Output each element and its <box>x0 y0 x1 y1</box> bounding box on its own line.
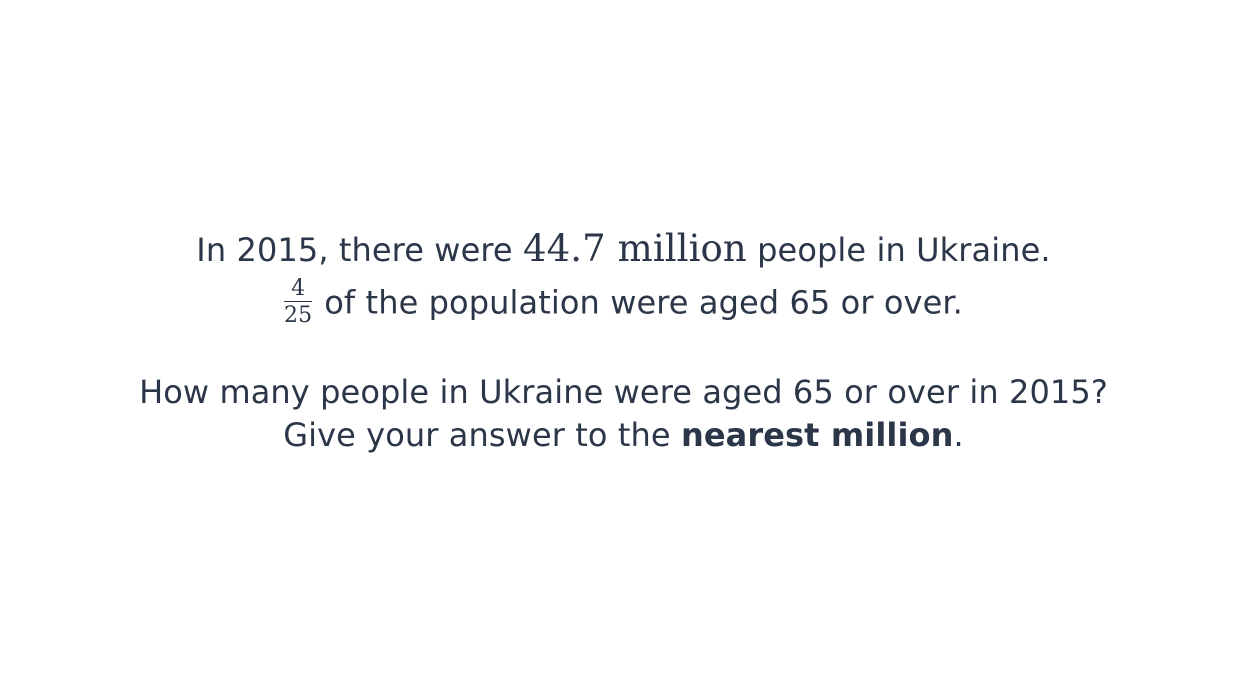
instruction-emphasis: nearest million <box>680 416 954 454</box>
fraction-denominator: 25 <box>284 303 313 328</box>
fraction: 4 25 <box>284 276 313 329</box>
statement-prefix: In 2015, there were <box>196 231 513 269</box>
instruction-prefix: Give your answer to the <box>283 416 671 454</box>
answer-instruction: Give your answer to the nearest million. <box>0 416 1247 454</box>
population-statement: In 2015, there were 44.7 million people … <box>0 227 1247 270</box>
fraction-numerator: 4 <box>284 276 313 302</box>
statement-suffix: people in Ukraine. <box>757 231 1051 269</box>
fraction-statement: 4 25 of the population were aged 65 or o… <box>0 276 1247 331</box>
instruction-suffix: . <box>953 416 964 454</box>
population-value: 44.7 million <box>522 227 747 270</box>
fraction-statement-text: of the population were aged 65 or over. <box>324 283 963 322</box>
question-text: How many people in Ukraine were aged 65 … <box>139 373 1108 411</box>
